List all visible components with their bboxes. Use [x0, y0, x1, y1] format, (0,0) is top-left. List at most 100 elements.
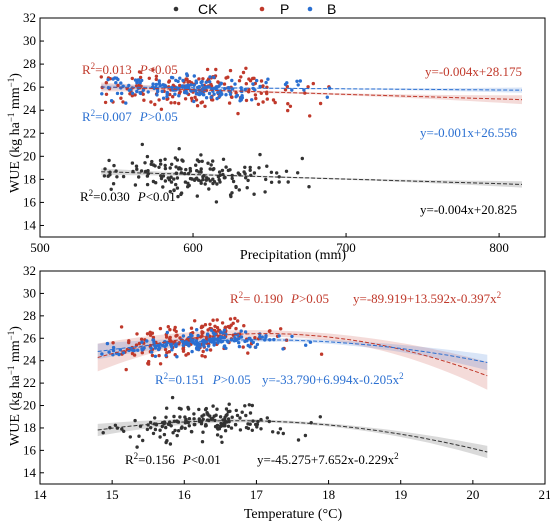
data-point-ck [203, 424, 208, 428]
data-point-b [152, 86, 156, 91]
data-point-b [290, 88, 294, 92]
data-point-p [246, 351, 250, 355]
data-point-p [104, 92, 109, 97]
data-point-b [215, 96, 219, 101]
data-point-p [186, 352, 190, 356]
data-point-ck [178, 415, 182, 419]
data-point-ck [197, 417, 201, 421]
data-point-ck [238, 428, 243, 432]
data-point-p [147, 359, 151, 364]
legend-label-p: P [280, 1, 289, 17]
data-point-ck [109, 187, 113, 191]
data-point-b [178, 76, 182, 80]
data-point-ck [159, 174, 163, 178]
annotation-b-equation: y=-0.001x+26.556 [420, 125, 517, 140]
data-point-ck [137, 434, 141, 438]
data-point-b [192, 99, 196, 104]
y-tick-label: 16 [23, 194, 37, 209]
data-point-ck [186, 407, 191, 411]
data-point-ck [122, 429, 126, 433]
data-point-p [158, 326, 163, 331]
data-point-p [177, 101, 181, 106]
data-point-ck [217, 170, 222, 174]
data-point-p [256, 102, 261, 107]
y-tick-label: 22 [23, 125, 36, 140]
data-point-p [154, 74, 159, 79]
data-point-p [137, 341, 142, 346]
data-point-ck [215, 424, 219, 428]
data-point-ck [169, 180, 174, 184]
data-point-ck [166, 176, 170, 180]
data-point-ck [200, 440, 205, 444]
data-point-b [119, 81, 123, 85]
annotation-ck-equation: y=-0.004x+20.825 [420, 202, 517, 217]
data-point-ck [284, 169, 289, 173]
data-point-ck [175, 186, 180, 190]
data-point-b [155, 93, 159, 97]
data-point-p [178, 90, 182, 94]
data-point-p [208, 322, 212, 326]
data-point-p [197, 77, 201, 81]
data-point-b [181, 343, 186, 348]
x-tick-label: 15 [106, 487, 119, 502]
data-point-ck [164, 425, 168, 430]
data-point-p [148, 333, 153, 337]
data-point-b [290, 334, 294, 339]
data-point-p [173, 101, 177, 105]
data-point-b [152, 341, 156, 345]
data-point-ck [207, 418, 211, 423]
data-point-p [279, 327, 283, 331]
data-point-b [130, 347, 134, 351]
data-point-p [208, 348, 213, 352]
data-point-b [233, 336, 237, 340]
data-point-ck [158, 158, 163, 163]
data-point-ck [219, 421, 223, 426]
data-point-b [266, 77, 270, 81]
data-point-b [105, 341, 110, 346]
data-point-p [127, 340, 131, 345]
data-point-ck [224, 407, 229, 411]
data-point-p [226, 75, 230, 79]
y-tick-label: 20 [23, 148, 36, 163]
data-point-ck [162, 432, 167, 437]
data-point-ck [177, 147, 181, 151]
data-point-ck [215, 407, 219, 411]
data-point-p [273, 100, 277, 105]
data-point-ck [164, 415, 168, 419]
data-point-p [220, 321, 225, 325]
data-point-b [190, 349, 194, 354]
legend: CK P B [173, 1, 336, 17]
data-point-p [237, 79, 242, 83]
data-point-ck [226, 417, 231, 421]
data-point-b [146, 90, 150, 94]
data-point-ck [153, 416, 157, 420]
data-point-ck [225, 413, 229, 417]
data-point-b [165, 94, 169, 99]
data-point-ck [212, 180, 217, 184]
data-point-b [238, 99, 242, 103]
legend-label-ck: CK [198, 1, 218, 17]
data-point-p [306, 85, 310, 89]
data-point-b [169, 75, 174, 80]
y-tick-label: 14 [23, 465, 37, 480]
data-point-ck [263, 190, 267, 194]
data-point-b [203, 340, 207, 344]
data-point-ck [205, 411, 209, 415]
data-point-p [286, 102, 290, 106]
data-point-ck [246, 178, 250, 183]
data-point-b [135, 89, 139, 94]
data-point-p [242, 324, 246, 328]
data-point-ck [197, 159, 201, 164]
data-point-ck [187, 424, 191, 428]
data-point-ck [258, 152, 262, 157]
data-point-b [176, 79, 180, 84]
data-point-b [239, 335, 244, 339]
data-point-ck [128, 435, 132, 439]
data-point-ck [172, 414, 176, 419]
data-point-ck [296, 438, 301, 442]
data-point-ck [206, 177, 211, 181]
data-point-b [204, 96, 209, 100]
fit-lines [101, 86, 523, 185]
data-point-p [244, 66, 248, 71]
data-point-ck [208, 167, 212, 171]
